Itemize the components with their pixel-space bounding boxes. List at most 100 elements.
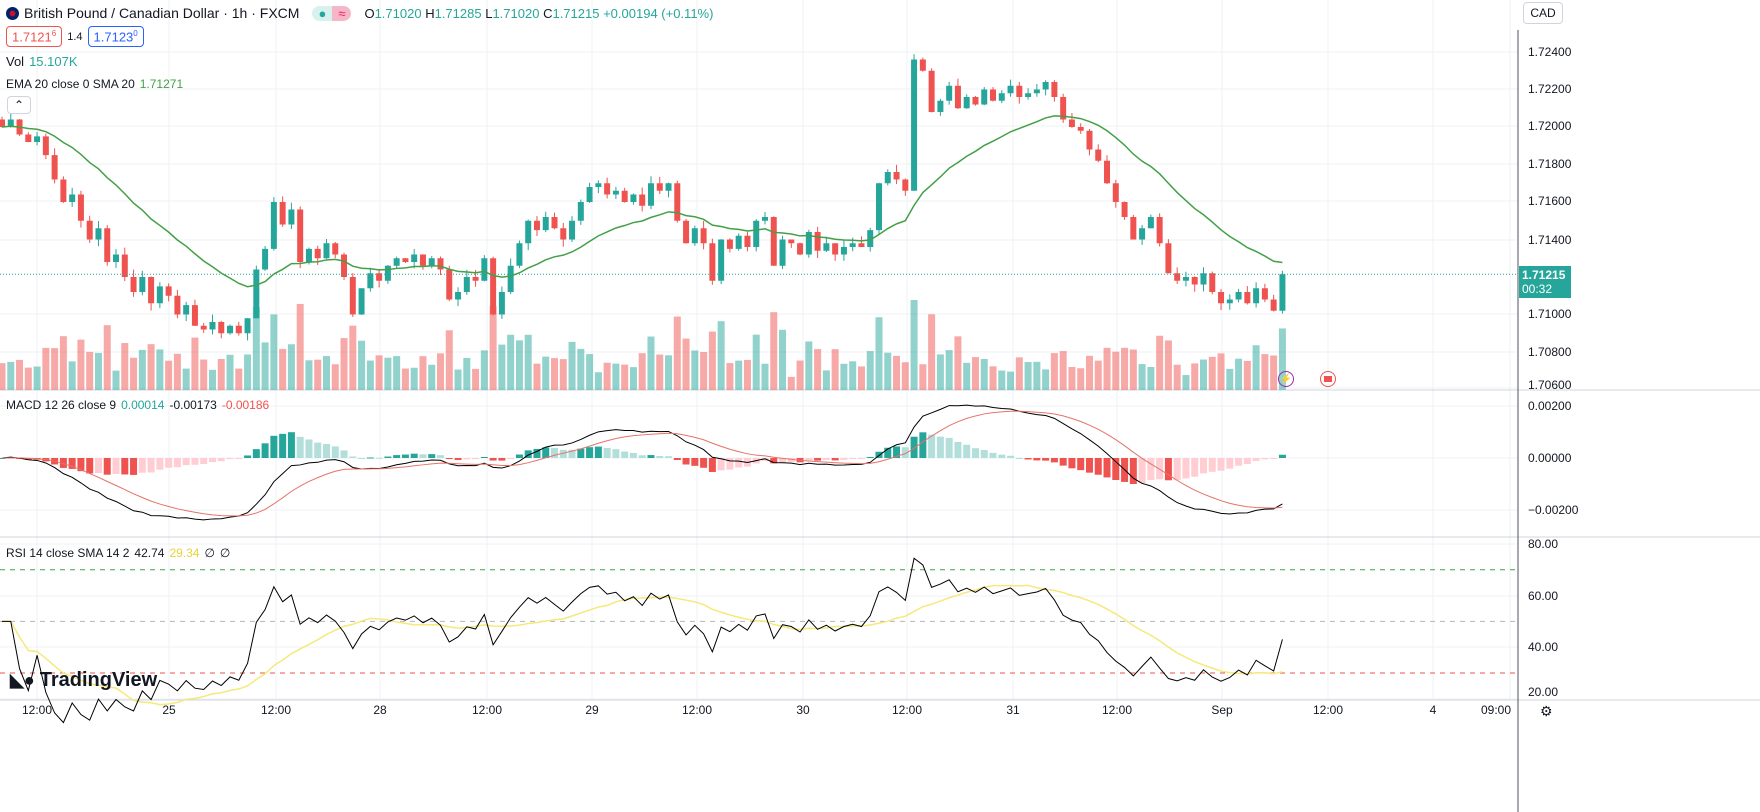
macd-histogram-bar [822, 458, 830, 460]
time-axis-label: 30 [796, 703, 810, 717]
candle-body [647, 183, 654, 206]
collapse-legend-button[interactable]: ⌃ [7, 96, 31, 114]
macd-histogram-bar [1199, 458, 1207, 474]
candle-body [411, 254, 418, 262]
macd-histogram-bar [954, 442, 962, 458]
volume-bar [252, 307, 260, 390]
canada-flag-icon[interactable] [1320, 371, 1336, 387]
macd-histogram-bar [551, 447, 559, 458]
macd-signal-line [1, 410, 1283, 517]
macd-histogram-bar [94, 458, 102, 473]
buy-button[interactable]: 1.71230 [87, 26, 144, 48]
volume-bar [1015, 357, 1023, 390]
volume-bar [7, 361, 15, 390]
candle-body [1104, 160, 1111, 184]
candle-body [1112, 183, 1119, 202]
macd-histogram-bar [147, 458, 155, 473]
macd-histogram-bar [0, 458, 6, 459]
candle-body [437, 258, 444, 270]
candle-body [314, 248, 321, 259]
uk-flag-icon [6, 6, 19, 20]
volume-bar [322, 356, 330, 390]
volume-bar [498, 344, 506, 390]
volume-bar [489, 306, 497, 390]
candle-body [1068, 119, 1075, 127]
candle-body [130, 277, 137, 292]
volume-bar [1103, 347, 1111, 390]
time-axis-label: 12:00 [681, 703, 713, 717]
price-axis-label: 1.72400 [1528, 45, 1572, 59]
volume-bar [1068, 366, 1076, 390]
volume-bar [893, 355, 901, 390]
candle-body [674, 183, 681, 221]
volume-bar [735, 360, 743, 390]
volume-bar [1156, 335, 1164, 390]
volume-bar [1050, 353, 1058, 390]
lightning-event-icon[interactable]: ⚡ [1278, 371, 1294, 387]
macd-histogram-bar [638, 455, 646, 458]
price-axis-label: 1.72200 [1528, 82, 1572, 96]
candle-body [612, 190, 619, 195]
volume-bar [270, 314, 278, 390]
candle-body [893, 172, 900, 180]
volume-bar [1085, 355, 1093, 390]
candle-body [656, 183, 663, 191]
candle-body [156, 286, 163, 304]
volume-bar [1278, 328, 1286, 390]
volume-bar [577, 348, 585, 390]
macd-histogram-bar [270, 435, 278, 458]
macd-legend[interactable]: MACD 12 26 close 9 0.00014 -0.00173 -0.0018… [6, 398, 270, 412]
macd-histogram-bar [244, 455, 252, 458]
volume-bar [700, 352, 708, 390]
volume-bar [822, 370, 830, 390]
candle-body [1165, 243, 1172, 274]
volume-bar [507, 334, 515, 390]
macd-histogram-bar [1015, 457, 1023, 459]
tradingview-logo[interactable]: ◣● TradingView [10, 669, 158, 691]
candle-body [990, 89, 997, 101]
macd-histogram-bar [1147, 458, 1155, 481]
price-axis-label: 1.72000 [1528, 119, 1572, 133]
candle-body [1095, 149, 1102, 161]
macd-histogram-bar [1050, 458, 1058, 463]
candle-body [69, 194, 76, 202]
rsi-axis-label: 40.00 [1528, 640, 1559, 654]
candle-body [104, 228, 111, 262]
ema-legend[interactable]: EMA 20 close 0 SMA 20 1.71271 [6, 77, 184, 91]
volume-bar [1112, 351, 1120, 390]
macd-histogram-bar [594, 446, 602, 458]
candle-body [60, 179, 67, 202]
candle-body [814, 232, 821, 251]
price-axis-label: 1.71800 [1528, 157, 1572, 171]
candle-body [507, 265, 514, 292]
sell-button[interactable]: 1.71216 [6, 26, 63, 48]
time-axis-label: 12:00 [891, 703, 923, 717]
macd-histogram-bar [708, 458, 716, 472]
volume-bar [559, 359, 567, 390]
time-axis-label: 29 [585, 703, 599, 717]
volume-bar [42, 347, 50, 390]
volume-legend[interactable]: Vol 15.107K [6, 54, 78, 69]
volume-bar [647, 336, 655, 390]
volume-bar [936, 354, 944, 390]
settings-gear-icon[interactable]: ⚙ [1540, 703, 1553, 719]
macd-histogram-bar [1059, 458, 1067, 466]
volume-bar [261, 342, 269, 390]
candle-body [735, 235, 742, 249]
volume-bar [1147, 366, 1155, 390]
macd-histogram-bar [1270, 458, 1278, 459]
market-status-badge[interactable]: ● ≈ [312, 5, 352, 21]
volume-bar [314, 359, 322, 390]
currency-select[interactable]: CAD [1523, 2, 1563, 24]
symbol-title[interactable]: British Pound / Canadian Dollar · 1h · F… [24, 5, 300, 21]
volume-bar [0, 363, 6, 390]
macd-histogram-bar [173, 458, 181, 468]
macd-histogram-bar [1033, 458, 1041, 461]
macd-histogram-bar [226, 458, 234, 460]
candle-body [946, 85, 953, 101]
candle-body [1200, 273, 1207, 285]
candle-body [700, 228, 707, 244]
rsi-legend[interactable]: RSI 14 close SMA 14 2 42.74 29.34 ∅ ∅ [6, 546, 231, 560]
volume-bar [51, 348, 59, 390]
